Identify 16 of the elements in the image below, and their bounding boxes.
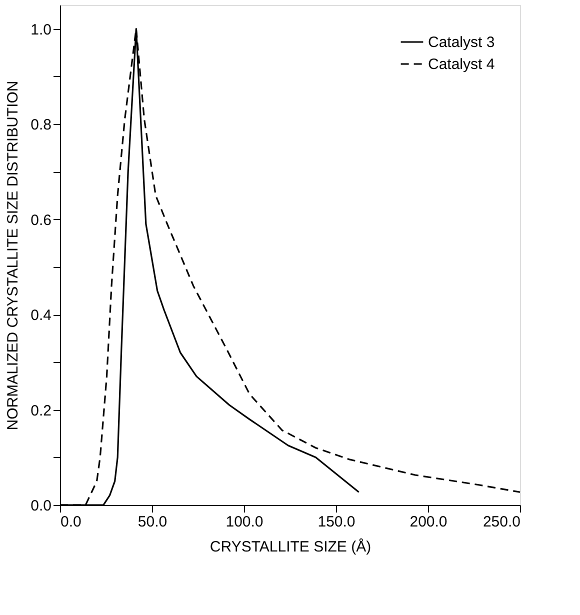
- x-tick-label: 250.0: [482, 514, 520, 530]
- y-tick-label: 0.8: [30, 116, 52, 134]
- x-tick-label: 0.0: [60, 514, 82, 530]
- y-axis-title: NORMALIZED CRYSTALLITE SIZE DISTRIBUTION: [4, 80, 22, 430]
- x-axis-title: CRYSTALLITE SIZE (Å): [210, 538, 372, 556]
- legend-label: Catalyst 3: [428, 34, 495, 51]
- y-tick-label: 0.4: [30, 307, 52, 324]
- x-tick-label: 200.0: [410, 514, 448, 530]
- y-tick-label: 1.0: [30, 21, 52, 38]
- y-tick-label: 0.2: [30, 402, 52, 420]
- x-tick-label: 100.0: [226, 514, 264, 530]
- y-tick-label: 0.0: [30, 498, 52, 514]
- x-tick-label: 150.0: [318, 514, 356, 530]
- x-tick-label: 50.0: [138, 514, 168, 530]
- y-tick-label: 0.6: [30, 212, 52, 229]
- legend-label: Catalyst 4: [428, 56, 495, 73]
